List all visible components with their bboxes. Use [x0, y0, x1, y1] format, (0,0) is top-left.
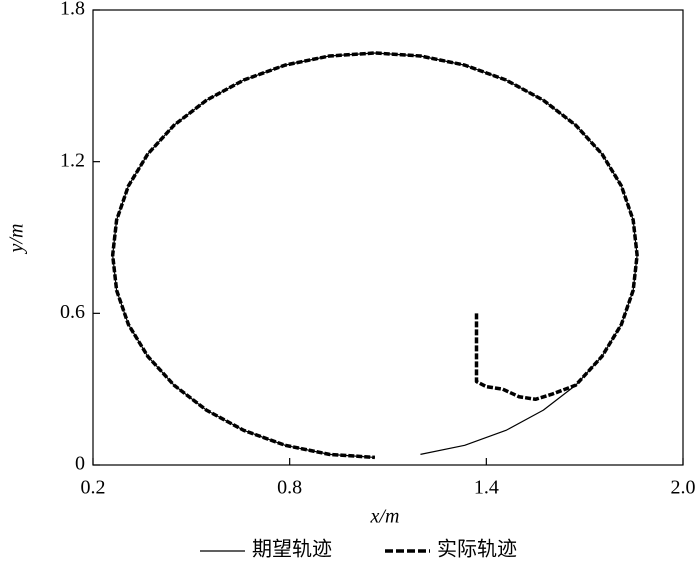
plot-frame — [92, 9, 684, 466]
x-tick-label: 2.0 — [671, 477, 696, 499]
y-tick-label: 0.6 — [60, 301, 85, 323]
y-tick-label: 1.2 — [60, 149, 85, 171]
y-tick-label: 1.8 — [60, 0, 85, 20]
y-axis-label: y/m — [6, 224, 28, 255]
x-tick-label: 0.8 — [277, 477, 302, 499]
legend-label: 期望轨迹 — [252, 538, 332, 561]
legend-label: 实际轨迹 — [437, 538, 517, 561]
x-tick-label: 0.2 — [81, 477, 106, 499]
series-line — [110, 51, 639, 460]
y-tick-label: 0 — [75, 453, 85, 475]
x-axis-label: x/m — [370, 506, 400, 528]
x-tick-label: 1.4 — [474, 477, 499, 499]
